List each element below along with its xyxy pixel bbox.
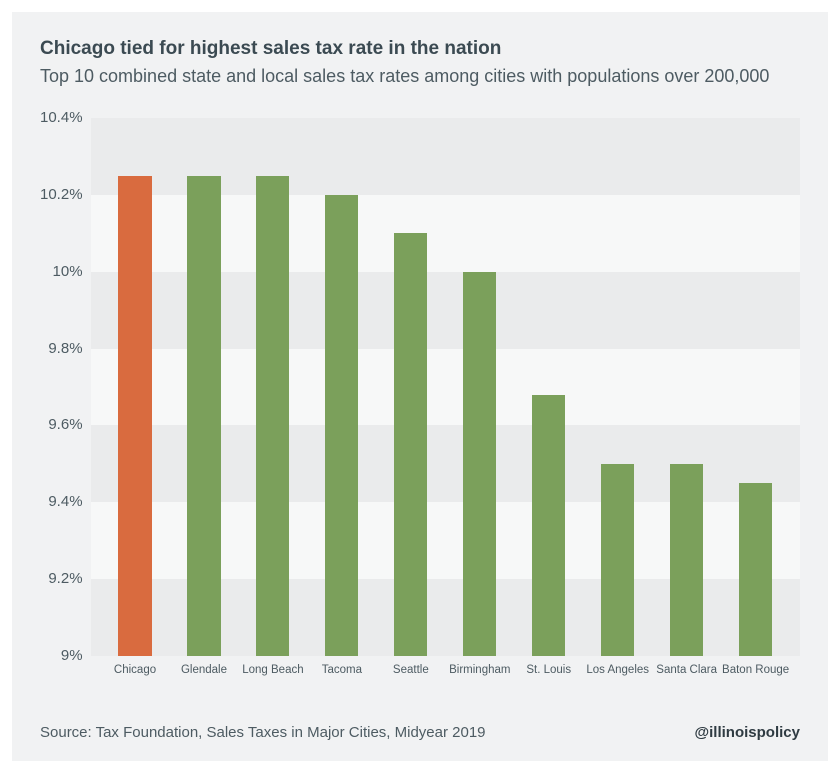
bar-slot bbox=[652, 118, 721, 656]
x-tick-label: Birmingham bbox=[445, 664, 514, 676]
bar-slot bbox=[170, 118, 239, 656]
bar bbox=[670, 464, 703, 656]
x-tick-label: St. Louis bbox=[514, 664, 583, 676]
x-tick-label: Santa Clara bbox=[652, 664, 721, 676]
x-axis: ChicagoGlendaleLong BeachTacomaSeattleBi… bbox=[40, 656, 800, 676]
bar-slot bbox=[238, 118, 307, 656]
x-labels: ChicagoGlendaleLong BeachTacomaSeattleBi… bbox=[91, 656, 800, 676]
chart-card: Chicago tied for highest sales tax rate … bbox=[12, 12, 828, 761]
bar bbox=[325, 195, 358, 656]
attribution-text: @illinoispolicy bbox=[695, 724, 800, 741]
bar-slot bbox=[376, 118, 445, 656]
bar bbox=[601, 464, 634, 656]
bar-slot bbox=[514, 118, 583, 656]
bar bbox=[256, 176, 289, 656]
x-tick-label: Baton Rouge bbox=[721, 664, 790, 676]
bar-slot bbox=[721, 118, 790, 656]
bar bbox=[532, 395, 565, 656]
bar bbox=[739, 483, 772, 656]
x-tick-label: Chicago bbox=[101, 664, 170, 676]
y-axis: 10.4%10.2%10%9.8%9.6%9.4%9.2%9% bbox=[40, 118, 91, 656]
x-tick-label: Glendale bbox=[170, 664, 239, 676]
chart-title: Chicago tied for highest sales tax rate … bbox=[40, 36, 800, 62]
x-tick-label: Tacoma bbox=[307, 664, 376, 676]
chart-subtitle: Top 10 combined state and local sales ta… bbox=[40, 64, 800, 88]
bar-slot bbox=[583, 118, 652, 656]
x-tick-label: Long Beach bbox=[238, 664, 307, 676]
x-tick-label: Los Angeles bbox=[583, 664, 652, 676]
bar bbox=[118, 176, 151, 656]
plot-area bbox=[91, 118, 800, 656]
bar bbox=[187, 176, 220, 656]
bar-slot bbox=[307, 118, 376, 656]
plot: 10.4%10.2%10%9.8%9.6%9.4%9.2%9% bbox=[40, 118, 800, 656]
source-text: Source: Tax Foundation, Sales Taxes in M… bbox=[40, 724, 486, 741]
x-tick-label: Seattle bbox=[376, 664, 445, 676]
bar bbox=[463, 272, 496, 656]
bars-container bbox=[101, 118, 790, 656]
chart-area: 10.4%10.2%10%9.8%9.6%9.4%9.2%9% ChicagoG… bbox=[40, 118, 800, 676]
bar-slot bbox=[445, 118, 514, 656]
bar-slot bbox=[101, 118, 170, 656]
chart-footer: Source: Tax Foundation, Sales Taxes in M… bbox=[40, 724, 800, 741]
bar bbox=[394, 233, 427, 656]
